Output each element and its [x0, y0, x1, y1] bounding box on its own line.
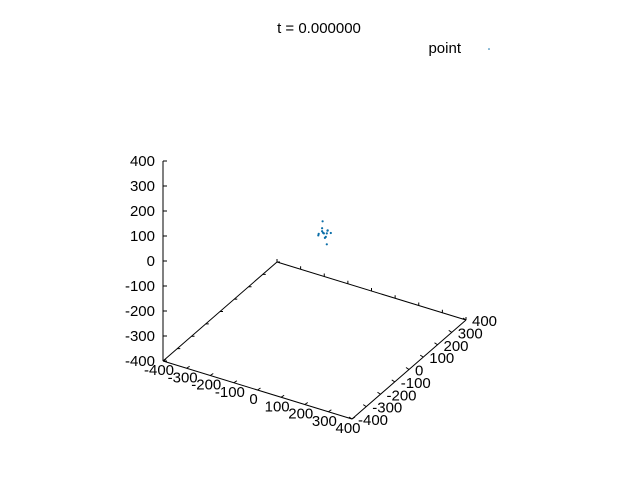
x-tick-label: -300: [168, 369, 198, 386]
y-tick-label: 400: [472, 313, 497, 330]
y-tick-label: -400: [358, 412, 388, 429]
data-point: [321, 220, 324, 223]
z-tick-label: -300: [125, 328, 155, 345]
x-tick-label: 400: [335, 420, 360, 437]
y-tick: [362, 404, 367, 408]
y-tick-label: -100: [401, 375, 431, 392]
y-tick-label: 100: [429, 350, 454, 367]
y-tick: [405, 367, 410, 370]
z-tick-label: 0: [147, 253, 155, 270]
x-tick-label: 0: [249, 391, 257, 408]
data-point: [325, 243, 328, 246]
z-tick-label: -200: [125, 303, 155, 320]
data-point: [321, 227, 324, 230]
data-point: [325, 232, 328, 235]
x-tick-label: 100: [265, 398, 290, 415]
data-point: [321, 230, 324, 233]
z-tick-label: -400: [125, 353, 155, 370]
data-point: [324, 235, 327, 238]
y-tick-label: -300: [372, 400, 402, 417]
z-tick-label: -100: [125, 278, 155, 295]
x-tick: [304, 402, 309, 405]
data-point: [326, 229, 329, 232]
y-tick-label: 200: [444, 338, 469, 355]
chart-title: t = 0.000000: [277, 20, 361, 37]
legend-marker: [488, 48, 490, 50]
z-tick-label: 300: [130, 178, 155, 195]
data-point: [317, 232, 320, 235]
y-tick: [391, 379, 396, 383]
tick-labels: -400-300-200-100 0 100200300400-400-300-20…: [125, 153, 497, 437]
x-tick-label: -400: [144, 362, 174, 379]
x-tick: [186, 365, 190, 369]
axes: [162, 160, 467, 420]
x-tick-label: -200: [191, 377, 221, 394]
y-tick: [448, 329, 453, 333]
data-points: [317, 220, 332, 246]
x-tick: [328, 409, 332, 413]
x-tick-label: 300: [312, 413, 337, 430]
y-tick: [348, 416, 353, 420]
x-tick: [351, 416, 356, 420]
x-tick: [233, 380, 238, 384]
y-tick: [377, 391, 381, 395]
x-tick-label: 200: [288, 406, 313, 423]
x-tick: [280, 394, 285, 398]
y-tick: [419, 354, 424, 358]
z-tick-label: 400: [130, 153, 155, 170]
data-point: [329, 231, 332, 235]
y-tick: [434, 342, 438, 346]
x-tick: [209, 373, 214, 376]
z-tick-label: 100: [130, 228, 155, 245]
legend-label: point: [428, 40, 461, 57]
z-tick-label: 200: [130, 203, 155, 220]
x-tick-label: -100: [215, 384, 245, 401]
y-tick-label: 0: [415, 363, 423, 380]
y-tick-label: -200: [387, 387, 417, 404]
x-tick: [257, 387, 261, 391]
y-tick-label: 300: [458, 325, 483, 342]
